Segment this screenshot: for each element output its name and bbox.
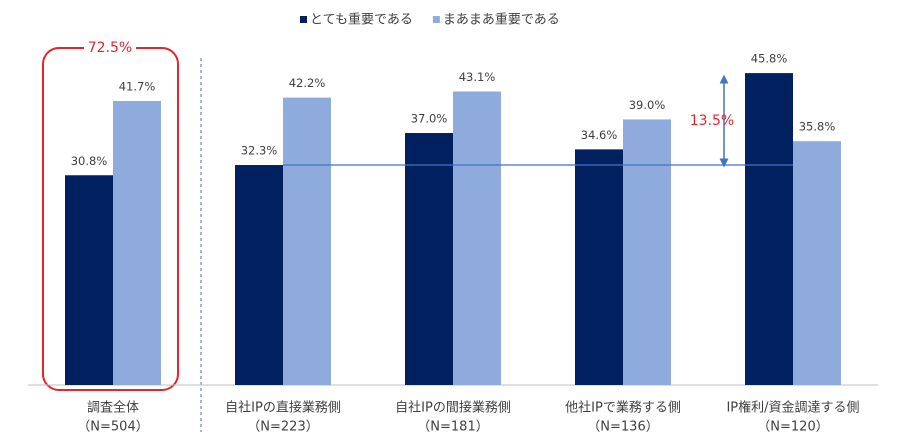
x-tick-label: IP権利/資金調達する側 (726, 400, 859, 416)
value-label: 32.3% (241, 144, 278, 158)
bar (65, 175, 113, 385)
x-tick-sublabel: （N=120） (757, 420, 828, 435)
bar (623, 119, 671, 385)
value-label: 34.6% (581, 128, 618, 142)
value-label: 42.2% (289, 76, 326, 90)
bar (405, 133, 453, 385)
value-label: 39.0% (629, 98, 666, 112)
legend-swatch (300, 16, 307, 23)
value-label: 45.8% (751, 52, 788, 66)
bar (793, 141, 841, 385)
x-tick-sublabel: （N=223） (247, 420, 318, 435)
legend-swatch (432, 16, 440, 23)
x-tick-label: 他社IPで業務する側 (565, 400, 681, 416)
bar (113, 101, 161, 385)
x-tick-label: 自社IPの間接業務側 (395, 400, 511, 416)
x-tick-sublabel: （N=136） (587, 420, 658, 435)
legend-label: まあまあ重要である (443, 12, 560, 28)
bar (575, 149, 623, 385)
value-label: 43.1% (459, 70, 496, 84)
x-tick-sublabel: （N=181） (417, 420, 488, 435)
total-annotation: 72.5% (88, 40, 132, 56)
x-tick-label: 調査全体 (87, 400, 139, 416)
value-label: 37.0% (411, 112, 448, 126)
value-label: 35.8% (799, 120, 836, 134)
value-label: 30.8% (71, 154, 108, 168)
bar (453, 91, 501, 385)
difference-annotation: 13.5% (690, 113, 734, 129)
label-bg (84, 38, 136, 58)
bar (235, 165, 283, 385)
x-tick-sublabel: （N=504） (77, 420, 148, 435)
bar (745, 73, 793, 386)
x-tick-label: 自社IPの直接業務側 (225, 400, 341, 416)
value-label: 41.7% (119, 80, 156, 94)
legend-label: とても重要である (310, 12, 413, 28)
bar (283, 97, 331, 386)
